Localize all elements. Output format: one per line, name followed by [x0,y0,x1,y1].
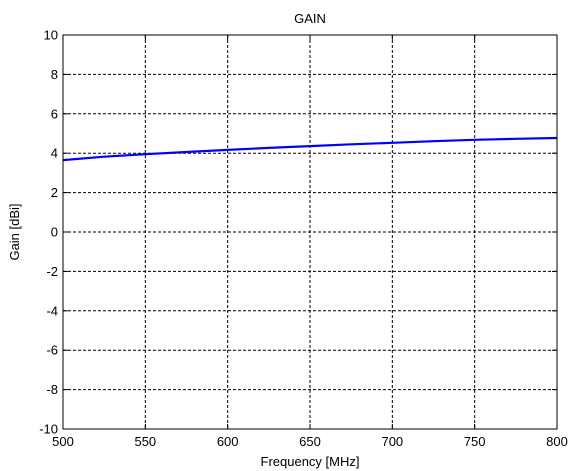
y-tick-label: 4 [51,146,58,161]
x-tick-label: 650 [299,434,321,449]
y-tick-label: 2 [51,185,58,200]
grid-lines [63,35,557,429]
y-tick-labels: -10 -8 -6 -4 -2 0 2 4 6 8 10 [39,28,58,437]
x-tick-label: 700 [381,434,403,449]
chart-title: GAIN [294,11,326,26]
y-tick-label: 6 [51,106,58,121]
x-tick-label: 800 [546,434,568,449]
x-tick-labels: 500 550 600 650 700 750 800 [52,434,568,449]
gain-series-line [62,136,558,162]
x-axis-label: Frequency [MHz] [261,454,360,469]
y-tick-label: -2 [46,264,58,279]
x-tick-label: 750 [464,434,486,449]
y-tick-label: 10 [44,28,58,43]
y-axis-label: Gain [dBi] [7,203,22,260]
series-layer [62,136,558,162]
y-tick-label: 8 [51,67,58,82]
y-tick-label: 0 [51,225,58,240]
y-tick-label: -4 [46,303,58,318]
y-tick-label: -10 [39,422,58,437]
x-tick-label: 600 [217,434,239,449]
tick-marks [62,34,558,430]
y-tick-label: -6 [46,343,58,358]
x-tick-label: 550 [134,434,156,449]
x-tick-label: 500 [52,434,74,449]
y-tick-label: -8 [46,382,58,397]
